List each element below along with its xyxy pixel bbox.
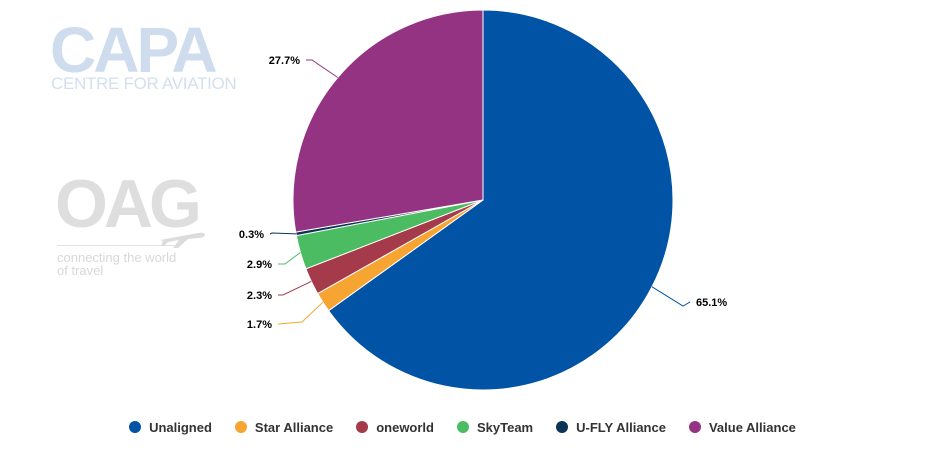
oag-logo-divider xyxy=(57,245,175,246)
legend-swatch-skyteam xyxy=(456,421,469,433)
legend-label-oneworld: oneworld xyxy=(376,419,434,435)
oag-logo-title: OAG xyxy=(55,166,202,242)
capa-logo-subtitle: CENTRE FOR AVIATION xyxy=(51,74,237,93)
pie-slice-value-alliance[interactable] xyxy=(292,9,484,233)
data-label-u-fly-alliance: 0.3% xyxy=(239,229,264,241)
chart-legend: Unaligned Star Alliance oneworld SkyTeam U-F… xyxy=(0,417,925,437)
capa-logo-title: CAPA xyxy=(50,14,218,86)
legend-item-u-fly-alliance[interactable]: U-FLY Alliance xyxy=(556,420,666,435)
legend-item-unaligned[interactable]: Unaligned xyxy=(129,420,212,435)
legend-label-skyteam: SkyTeam xyxy=(476,419,534,435)
legend-swatch-u-fly-alliance xyxy=(556,421,569,433)
legend-item-star-alliance[interactable]: Star Alliance xyxy=(234,419,334,435)
legend-item-oneworld[interactable]: oneworld xyxy=(356,420,434,435)
legend-item-value-alliance[interactable]: Value Alliance xyxy=(688,419,796,435)
legend-swatch-oneworld xyxy=(356,421,369,433)
legend-swatch-unaligned xyxy=(129,421,142,433)
connector-oneworld xyxy=(278,280,312,296)
data-label-oneworld: 2.3% xyxy=(247,290,272,302)
data-label-value-alliance: 27.7% xyxy=(269,55,300,67)
pie-slices xyxy=(292,9,674,391)
connector-star-alliance xyxy=(277,301,324,325)
data-label-skyteam: 2.9% xyxy=(247,259,272,271)
connector-skyteam xyxy=(278,252,301,265)
oag-logo-tagline: connecting the world of travel xyxy=(57,250,177,278)
legend-label-unaligned: Unaligned xyxy=(149,419,212,435)
connector-u-fly-alliance xyxy=(269,232,297,235)
plane-icon xyxy=(160,232,205,248)
legend-label-u-fly-alliance: U-FLY Alliance xyxy=(576,419,666,435)
data-label-unaligned: 65.1% xyxy=(696,297,727,309)
label-connectors xyxy=(269,59,691,325)
legend-label-value-alliance: Value Alliance xyxy=(708,419,796,435)
legend-swatch-value-alliance xyxy=(688,421,701,433)
data-labels: 65.1% 1.7% 2.3% 2.9% 0.3% 27.7% xyxy=(238,54,728,332)
legend-swatch-star-alliance xyxy=(234,421,247,433)
legend-label-star-alliance: Star Alliance xyxy=(254,419,334,435)
legend-item-skyteam[interactable]: SkyTeam xyxy=(456,419,534,435)
data-label-star-alliance: 1.7% xyxy=(247,319,272,331)
connector-unaligned xyxy=(651,286,691,307)
connector-value-alliance xyxy=(306,59,339,78)
